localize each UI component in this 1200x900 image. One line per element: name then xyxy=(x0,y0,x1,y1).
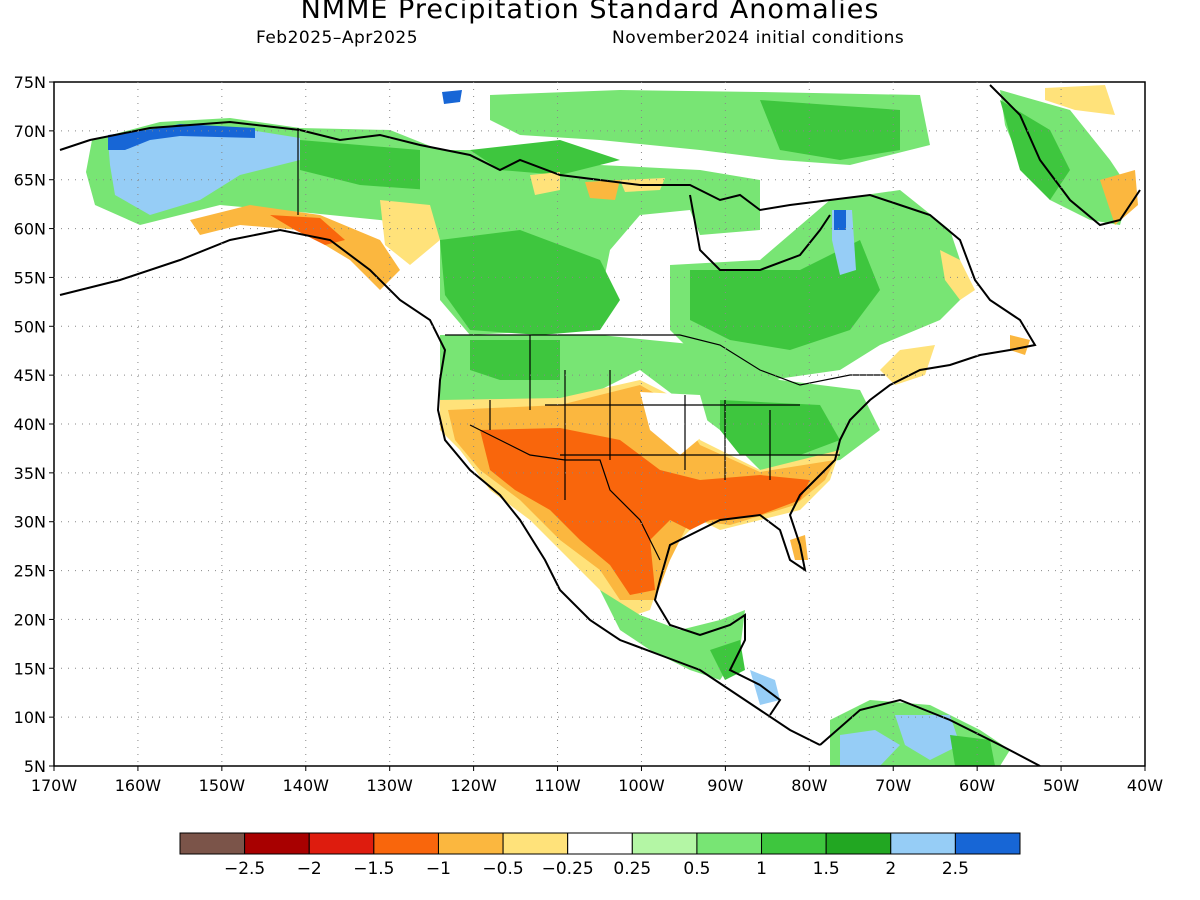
anomaly-region xyxy=(1045,85,1115,115)
map-title: NMME Precipitation Standard Anomalies xyxy=(300,0,880,25)
anomaly-region xyxy=(1100,170,1138,225)
coastline xyxy=(59,228,821,746)
legend-label: −0.25 xyxy=(542,859,594,879)
anomaly-region xyxy=(895,715,960,760)
longitude-labels: 170W 160W 150W 140W 130W 120W 110W 100W 90W 80W 70… xyxy=(31,766,1163,795)
legend-swatch xyxy=(954,832,1021,855)
anomaly-region xyxy=(720,400,840,455)
anomaly-region xyxy=(585,180,620,200)
lat-tick-label: 40N xyxy=(14,415,46,434)
anomaly-region xyxy=(840,730,900,766)
anomaly-region xyxy=(880,345,935,385)
anomaly-region xyxy=(760,100,900,160)
lon-tick-label: 90W xyxy=(707,776,743,795)
legend-label: −1 xyxy=(426,859,451,879)
legend-label: 2.5 xyxy=(942,859,969,879)
forecast-period: Feb2025–Apr2025 xyxy=(256,28,419,48)
anomaly-region xyxy=(108,124,255,150)
border-line xyxy=(469,424,661,561)
legend-label: −2 xyxy=(297,859,322,879)
lat-tick-label: 15N xyxy=(14,659,46,678)
legend-swatch xyxy=(437,832,504,855)
anomaly-region xyxy=(1010,335,1030,355)
lon-tick-label: 160W xyxy=(115,776,162,795)
legend-label: −1.5 xyxy=(353,859,394,879)
color-legend: −2.5 −2 −1.5 −1 −0.5 −0.25 0.25 0.5 1 1.5 2 2.5 xyxy=(179,832,1021,879)
anomaly-fill xyxy=(86,85,1138,766)
anomaly-region xyxy=(270,215,345,245)
lat-tick-label: 5N xyxy=(24,757,46,776)
lat-tick-label: 20N xyxy=(14,610,46,629)
coastline xyxy=(689,194,831,271)
coastline xyxy=(989,84,1141,227)
legend-swatch xyxy=(631,832,698,855)
anomaly-region xyxy=(530,172,560,195)
coastline xyxy=(819,698,1041,766)
anomaly-region xyxy=(790,535,808,560)
lat-tick-label: 75N xyxy=(14,73,46,92)
lat-tick-label: 25N xyxy=(14,562,46,581)
legend-swatch xyxy=(179,832,246,855)
coastline xyxy=(59,120,1037,716)
lon-tick-label: 130W xyxy=(367,776,414,795)
legend-swatch xyxy=(890,832,956,855)
lat-tick-label: 50N xyxy=(14,317,46,336)
anomaly-region xyxy=(640,392,710,455)
lon-tick-label: 60W xyxy=(959,776,995,795)
lon-tick-label: 110W xyxy=(534,776,581,795)
anomaly-region xyxy=(470,340,560,380)
anomaly-region xyxy=(600,590,745,680)
legend-label: −2.5 xyxy=(224,859,265,879)
anomaly-region xyxy=(834,210,846,230)
latitude-labels: 75N 70N 65N 60N 55N 50N 45N 40N 35N 30N 25N 20N 15N 1… xyxy=(14,73,54,776)
lat-tick-label: 30N xyxy=(14,513,46,532)
anomaly-region xyxy=(480,428,810,595)
legend-swatch xyxy=(244,832,310,855)
anomaly-region xyxy=(108,128,300,215)
lon-tick-label: 50W xyxy=(1043,776,1079,795)
lat-tick-label: 65N xyxy=(14,171,46,190)
legend-swatch xyxy=(308,832,375,855)
lon-tick-label: 140W xyxy=(283,776,330,795)
legend-label: 0.5 xyxy=(683,859,710,879)
anomaly-region xyxy=(950,735,995,766)
legend-swatch xyxy=(825,832,892,855)
legend-label: 1 xyxy=(756,859,767,879)
lat-tick-label: 35N xyxy=(14,464,46,483)
border-line xyxy=(445,334,885,386)
lat-tick-label: 60N xyxy=(14,220,46,239)
lon-tick-label: 150W xyxy=(199,776,246,795)
lon-tick-label: 80W xyxy=(791,776,827,795)
legend-label: 2 xyxy=(885,859,896,879)
anomaly-region xyxy=(940,250,975,300)
lon-tick-label: 100W xyxy=(618,776,665,795)
legend-swatch xyxy=(696,832,763,855)
legend-label: 0.25 xyxy=(613,859,651,879)
lon-tick-label: 70W xyxy=(875,776,911,795)
anomaly-region xyxy=(380,200,440,265)
legend-label: 1.5 xyxy=(813,859,840,879)
legend-swatch xyxy=(373,832,439,855)
lat-tick-label: 45N xyxy=(14,366,46,385)
lon-tick-label: 120W xyxy=(450,776,497,795)
initial-conditions: November2024 initial conditions xyxy=(612,28,905,48)
legend-swatch xyxy=(567,832,633,855)
anomaly-region xyxy=(442,90,462,104)
legend-swatch xyxy=(761,832,827,855)
anomaly-region xyxy=(690,240,880,350)
anomaly-region xyxy=(710,640,745,680)
lat-tick-label: 70N xyxy=(14,122,46,141)
lat-tick-label: 10N xyxy=(14,708,46,727)
lon-tick-label: 170W xyxy=(31,776,78,795)
anomaly-region xyxy=(440,230,620,335)
lat-tick-label: 55N xyxy=(14,268,46,287)
legend-swatch xyxy=(502,832,569,855)
coastlines xyxy=(59,84,1141,766)
lon-tick-label: 40W xyxy=(1127,776,1163,795)
legend-label: −0.5 xyxy=(482,859,523,879)
